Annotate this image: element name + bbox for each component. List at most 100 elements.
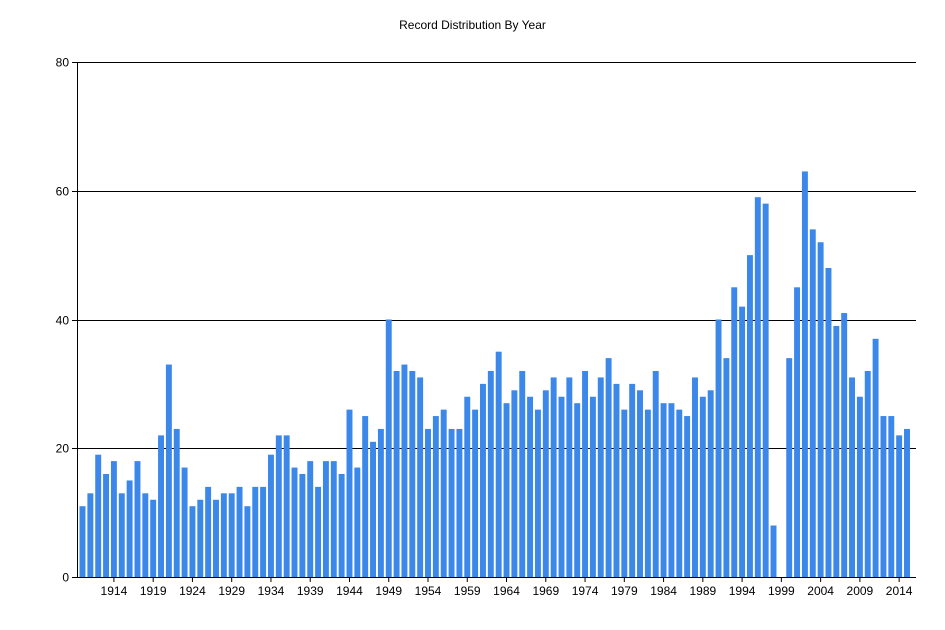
bar — [252, 486, 259, 578]
bar — [401, 364, 408, 577]
bar — [872, 338, 879, 577]
bars — [79, 171, 910, 578]
bar — [511, 390, 518, 577]
bar — [582, 371, 589, 577]
x-tick-label: 2009 — [847, 584, 874, 598]
bar — [464, 396, 471, 577]
bar — [597, 377, 604, 577]
y-tick-label: 0 — [62, 571, 69, 585]
bar — [605, 358, 612, 578]
bar — [220, 493, 227, 577]
bar — [165, 364, 172, 577]
axes — [77, 62, 916, 578]
y-tick-label: 40 — [56, 314, 70, 328]
bar — [904, 428, 910, 577]
x-tick-label: 1974 — [572, 584, 599, 598]
bar — [542, 390, 549, 577]
bar — [699, 396, 706, 577]
bar — [849, 377, 855, 577]
bar — [503, 403, 510, 577]
bar — [715, 319, 722, 577]
bar — [346, 409, 353, 578]
bar — [456, 428, 463, 577]
bar — [307, 461, 314, 578]
bar — [79, 506, 86, 577]
bar — [118, 493, 125, 577]
bar — [652, 371, 659, 577]
bar — [644, 409, 651, 578]
bar — [228, 493, 235, 577]
bar — [377, 428, 384, 577]
bar — [362, 416, 369, 577]
bar — [158, 435, 164, 578]
bar — [896, 435, 903, 578]
bar — [621, 409, 628, 578]
bar — [150, 499, 157, 577]
bar — [731, 287, 738, 577]
bar — [676, 409, 683, 578]
bar — [354, 467, 361, 577]
bar — [794, 287, 801, 577]
bar — [197, 499, 204, 577]
bar — [440, 409, 447, 578]
bar — [393, 371, 400, 577]
bar — [275, 435, 282, 578]
bar — [370, 441, 376, 577]
bar — [472, 409, 479, 578]
x-tick-label: 1924 — [179, 584, 206, 598]
bar — [126, 480, 133, 577]
bar — [660, 403, 667, 577]
bar — [707, 390, 714, 577]
bar — [519, 371, 526, 577]
bar — [637, 390, 643, 577]
x-tick-label: 2014 — [886, 584, 913, 598]
bar — [385, 319, 392, 577]
x-tick-label: 1914 — [101, 584, 128, 598]
x-tick-label: 1944 — [336, 584, 363, 598]
x-tick-label: 1984 — [650, 584, 677, 598]
x-axis-ticks: 1914 1919 1924 1929 1934 1939 1944 1949 1954 1959… — [101, 577, 913, 598]
x-tick-label: 1994 — [729, 584, 756, 598]
bar — [762, 203, 769, 578]
y-tick-label: 20 — [56, 442, 70, 456]
bar — [668, 403, 675, 577]
bar — [770, 525, 777, 577]
bar — [213, 499, 219, 577]
x-tick-label: 1954 — [415, 584, 442, 598]
bar — [95, 454, 102, 577]
bar — [322, 461, 329, 578]
bar — [291, 467, 298, 577]
x-tick-label: 1964 — [493, 584, 520, 598]
bar — [566, 377, 573, 577]
y-axis-ticks: 0 20 40 60 80 — [56, 56, 77, 585]
bar — [87, 493, 94, 577]
bar — [888, 416, 895, 577]
bar — [864, 371, 871, 577]
x-tick-label: 1999 — [768, 584, 795, 598]
bar — [173, 428, 180, 577]
bar — [574, 403, 581, 577]
bar — [432, 416, 439, 577]
x-tick-label: 1979 — [611, 584, 638, 598]
bar — [495, 351, 502, 577]
bar — [833, 325, 840, 577]
bar — [103, 474, 110, 577]
x-tick-label: 1919 — [140, 584, 167, 598]
bar — [110, 461, 117, 578]
bar — [817, 242, 824, 577]
bar — [409, 371, 416, 577]
bar — [527, 396, 534, 577]
bar — [189, 506, 196, 577]
bar — [739, 306, 746, 578]
x-tick-label: 1959 — [454, 584, 481, 598]
bar — [142, 493, 149, 577]
x-tick-label: 1969 — [532, 584, 559, 598]
bar — [487, 371, 494, 577]
bar — [205, 486, 212, 578]
bar — [841, 313, 848, 577]
bar — [801, 171, 808, 577]
bar — [244, 506, 251, 577]
bar — [299, 474, 306, 577]
bar — [856, 396, 863, 577]
bar — [880, 416, 887, 577]
